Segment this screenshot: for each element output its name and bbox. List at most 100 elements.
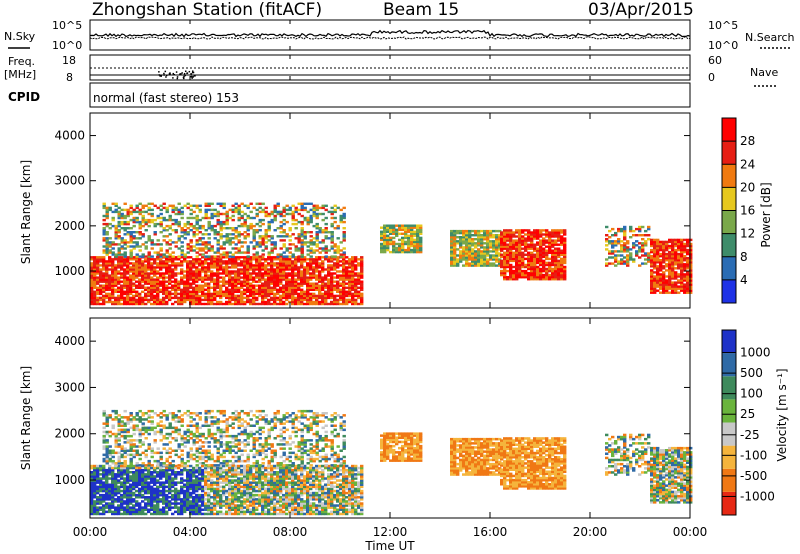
power-cell [413,250,417,254]
power-cell [282,260,286,263]
freq-label: Freq. [8,55,35,68]
power-cell [348,290,352,293]
power-cell [258,264,262,267]
power-cell [342,284,346,287]
power-cell [207,233,211,236]
power-cell [114,231,118,234]
power-cell [659,265,663,268]
power-cell [300,270,304,273]
power-cell [294,249,298,252]
power-cell [153,274,157,277]
power-cell [351,274,355,277]
power-cell [222,247,226,250]
power-cell [246,274,250,277]
power-cell [524,253,528,256]
velocity-cell [108,489,112,493]
velocity-cell [165,479,169,482]
power-cell [527,261,531,265]
power-cell [300,300,304,304]
velocity-cell [156,502,160,505]
velocity-cell [177,471,181,474]
power-cell [270,268,274,271]
power-cell [306,245,310,248]
power-cell [123,272,127,275]
power-cell [318,227,322,230]
velocity-cell [153,479,157,482]
power-cell [237,262,241,265]
velocity-cell [105,471,109,474]
power-cell [533,263,537,267]
velocity-cell [129,500,133,503]
power-cell [162,239,166,242]
power-cell [683,267,687,270]
power-cell [318,300,322,304]
power-cell [686,265,690,268]
power-cell [198,224,202,228]
power-cell [177,255,181,258]
velocity-cell [135,475,139,478]
power-cell [171,255,175,258]
power-cell [132,218,136,222]
power-cell [656,279,660,282]
power-cell [222,243,226,246]
power-cell [117,214,121,218]
power-cell [243,278,247,281]
power-cell [246,251,250,254]
power-cell [312,288,316,291]
velocity-cell [156,512,160,516]
power-cell [258,229,262,232]
power-cell [210,296,214,300]
power-cell [288,243,292,246]
power-cell [324,278,328,281]
power-cell [213,237,217,240]
velocity-cell [126,475,130,478]
power-cell [291,253,295,256]
power-cell [138,268,142,271]
power-cell [506,249,510,252]
power-cell [524,263,528,267]
power-cell [213,260,217,263]
power-cell [165,229,169,232]
power-cell [527,271,531,275]
power-cell [515,273,519,277]
power-cell [273,278,277,281]
power-cell [321,264,325,267]
power-cell [462,238,466,241]
power-cell [303,266,307,269]
power-cell [129,231,133,234]
power-cell [297,239,301,242]
power-cell [252,206,256,210]
velocity-cell [195,481,199,484]
power-cell [201,278,205,281]
power-cell [306,302,310,306]
velocity-cell [144,508,148,511]
power-cell [237,258,241,261]
power-cell [342,280,346,283]
power-cell [288,208,292,212]
power-cell [489,231,493,235]
velocity-cell [108,483,112,486]
power-cell [201,270,205,273]
power-cell [213,266,217,269]
power-cell [303,302,307,306]
power-cell [680,285,684,288]
velocity-cell [186,506,190,509]
power-cell [132,220,136,224]
power-cell [207,222,211,226]
velocity-cell [183,493,187,497]
power-cell [207,262,211,265]
power-cell [234,288,238,291]
power-cell [180,272,184,275]
power-cell [165,243,169,246]
power-cell [105,296,109,300]
power-cell [99,260,103,263]
power-cell [120,237,124,240]
power-cell [306,300,310,304]
power-cell [477,238,481,241]
velocity-cell [141,510,145,514]
power-cell [273,302,277,306]
power-cell [267,239,271,242]
power-cell [132,270,136,273]
power-cell [536,247,540,250]
power-cell [156,206,160,210]
